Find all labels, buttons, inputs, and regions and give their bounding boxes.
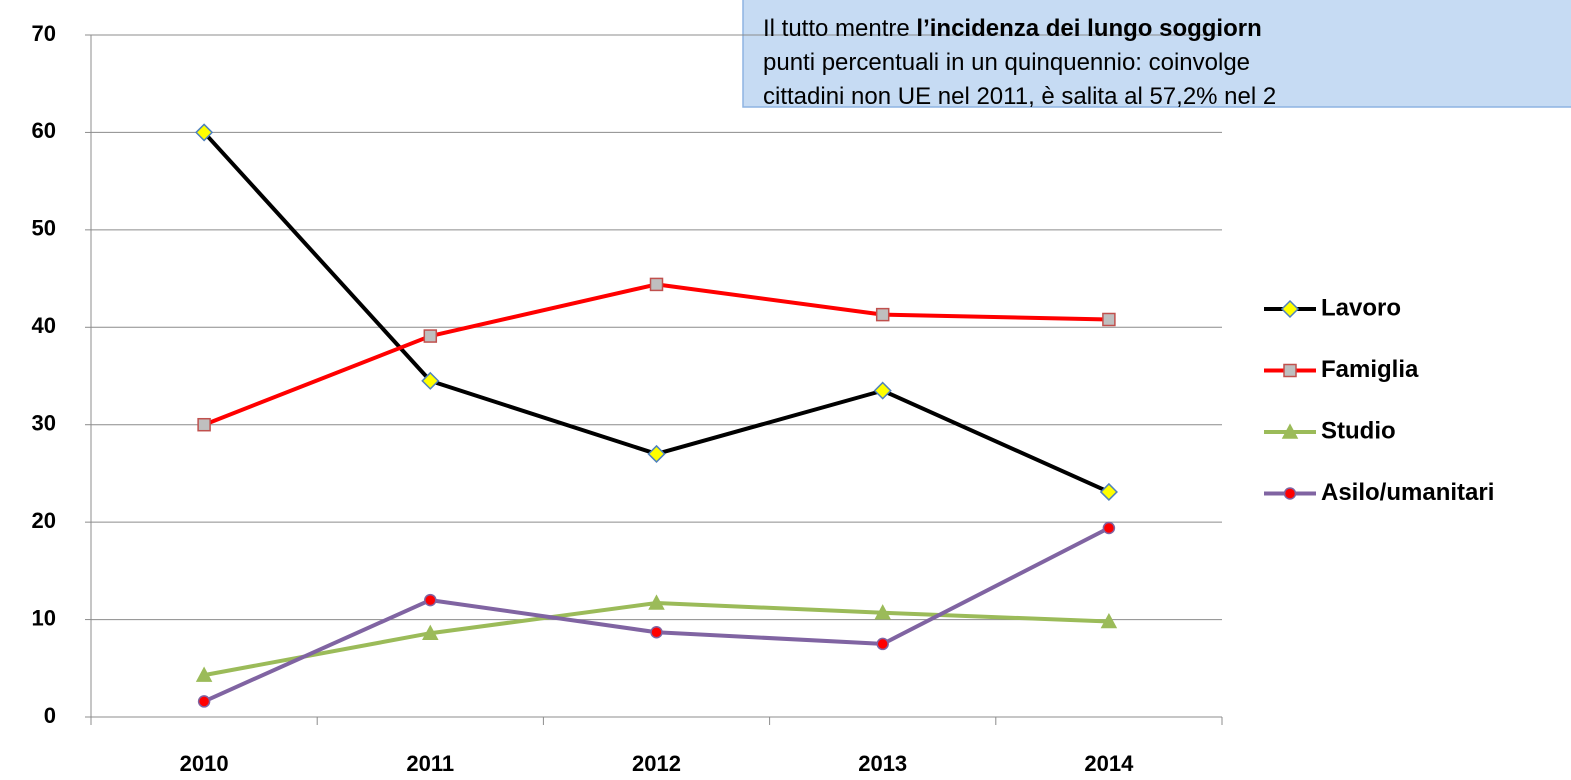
y-tick-label: 60 <box>32 118 56 143</box>
legend-label: Famiglia <box>1321 356 1419 383</box>
annotation-part: cittadini non UE nel 2011, è salita al 5… <box>763 83 1276 110</box>
data-point <box>197 695 211 708</box>
data-point <box>876 637 889 651</box>
legend-marker <box>1283 363 1297 378</box>
legend-label: Studio <box>1321 417 1396 444</box>
y-tick-label: 40 <box>32 313 56 338</box>
annotation-part: Il tutto mentre <box>763 15 916 42</box>
data-point <box>195 666 213 682</box>
annotation-part: punti percentuali in un quinquennio: coi… <box>763 49 1250 76</box>
y-tick-label: 20 <box>32 508 56 533</box>
data-point <box>873 381 892 400</box>
x-tick-label: 2012 <box>632 751 681 776</box>
legend-marker <box>1280 299 1300 319</box>
x-tick-label: 2014 <box>1084 751 1134 776</box>
data-point <box>1100 612 1118 629</box>
legend-label: Asilo/umanitari <box>1321 479 1494 506</box>
data-point <box>649 277 664 292</box>
data-point <box>422 624 439 640</box>
data-point <box>424 593 437 607</box>
y-tick-label: 70 <box>32 21 56 46</box>
data-point <box>874 604 891 620</box>
data-point <box>421 371 440 390</box>
data-point <box>875 307 890 322</box>
data-point <box>1099 482 1118 502</box>
legend-marker <box>1283 487 1297 500</box>
x-tick-label: 2011 <box>406 751 454 776</box>
y-tick-label: 10 <box>32 605 56 630</box>
annotation-text: punti percentuali in un quinquennio: coi… <box>763 49 1250 76</box>
annotation-text: Il tutto mentre l’incidenza dei lungo so… <box>763 15 1262 42</box>
data-point <box>648 594 665 610</box>
x-tick-label: 2013 <box>858 751 907 776</box>
data-point <box>423 329 438 343</box>
x-tick-label: 2010 <box>180 751 229 776</box>
annotation-box <box>742 0 1571 108</box>
legend-label: Lavoro <box>1321 294 1401 321</box>
data-point <box>650 625 663 639</box>
series-line <box>202 131 1110 494</box>
y-tick-label: 0 <box>44 703 56 728</box>
data-point <box>647 444 666 464</box>
data-point <box>1102 312 1116 327</box>
data-point <box>1102 521 1116 535</box>
annotation-part: l’incidenza dei lungo soggiorn <box>916 15 1261 42</box>
series-line <box>203 282 1109 427</box>
legend-marker <box>1281 423 1299 439</box>
y-tick-label: 30 <box>32 411 56 436</box>
annotation-text: cittadini non UE nel 2011, è salita al 5… <box>763 83 1276 110</box>
data-point <box>195 123 214 142</box>
y-tick-label: 50 <box>32 216 56 241</box>
data-point <box>197 417 211 432</box>
